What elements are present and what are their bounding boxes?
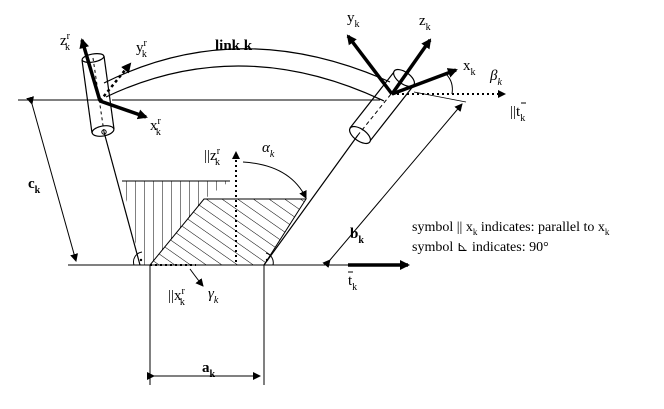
right-z-label: zk <box>419 13 431 33</box>
right-angle-right <box>265 252 274 266</box>
hatched-plane-left <box>122 181 230 265</box>
right-y-label: yk <box>347 10 360 30</box>
gamma-label: γk <box>208 286 219 306</box>
left-z-label: zr k <box>60 31 71 53</box>
right-x-label: xk <box>463 58 476 78</box>
left-frame-axes <box>79 38 148 120</box>
parallel-xr-label: ||xr k <box>168 286 186 308</box>
link-label: link k <box>215 38 253 54</box>
b-dimension-line <box>322 103 463 268</box>
note-parallel: symbol || xk indicates: parallel to xk <box>412 220 610 237</box>
link-body-bottom <box>105 65 385 102</box>
left-axis-line <box>103 131 141 266</box>
b-label: bk <box>350 226 364 246</box>
right-frame-axes <box>346 34 506 98</box>
c-label: ck <box>28 176 41 196</box>
right-angle-left <box>133 251 143 266</box>
t-bottom-label: tk <box>348 273 357 293</box>
gamma-arc <box>189 268 204 287</box>
link-body-top <box>103 48 391 84</box>
left-x-label: xr k <box>150 116 162 138</box>
beta-label: βk <box>489 68 502 88</box>
c-dimension-line <box>26 96 78 262</box>
alpha-label: αk <box>262 140 275 160</box>
a-label: ak <box>202 360 216 380</box>
alpha-arc <box>242 161 307 199</box>
left-y-label: yr k <box>136 38 148 60</box>
parallel-zr-label: ||zr k <box>204 146 221 168</box>
parallel-t-label: ||tk <box>510 104 525 124</box>
note-right-angle: symbol ⊾ indicates: 90° <box>412 240 549 255</box>
